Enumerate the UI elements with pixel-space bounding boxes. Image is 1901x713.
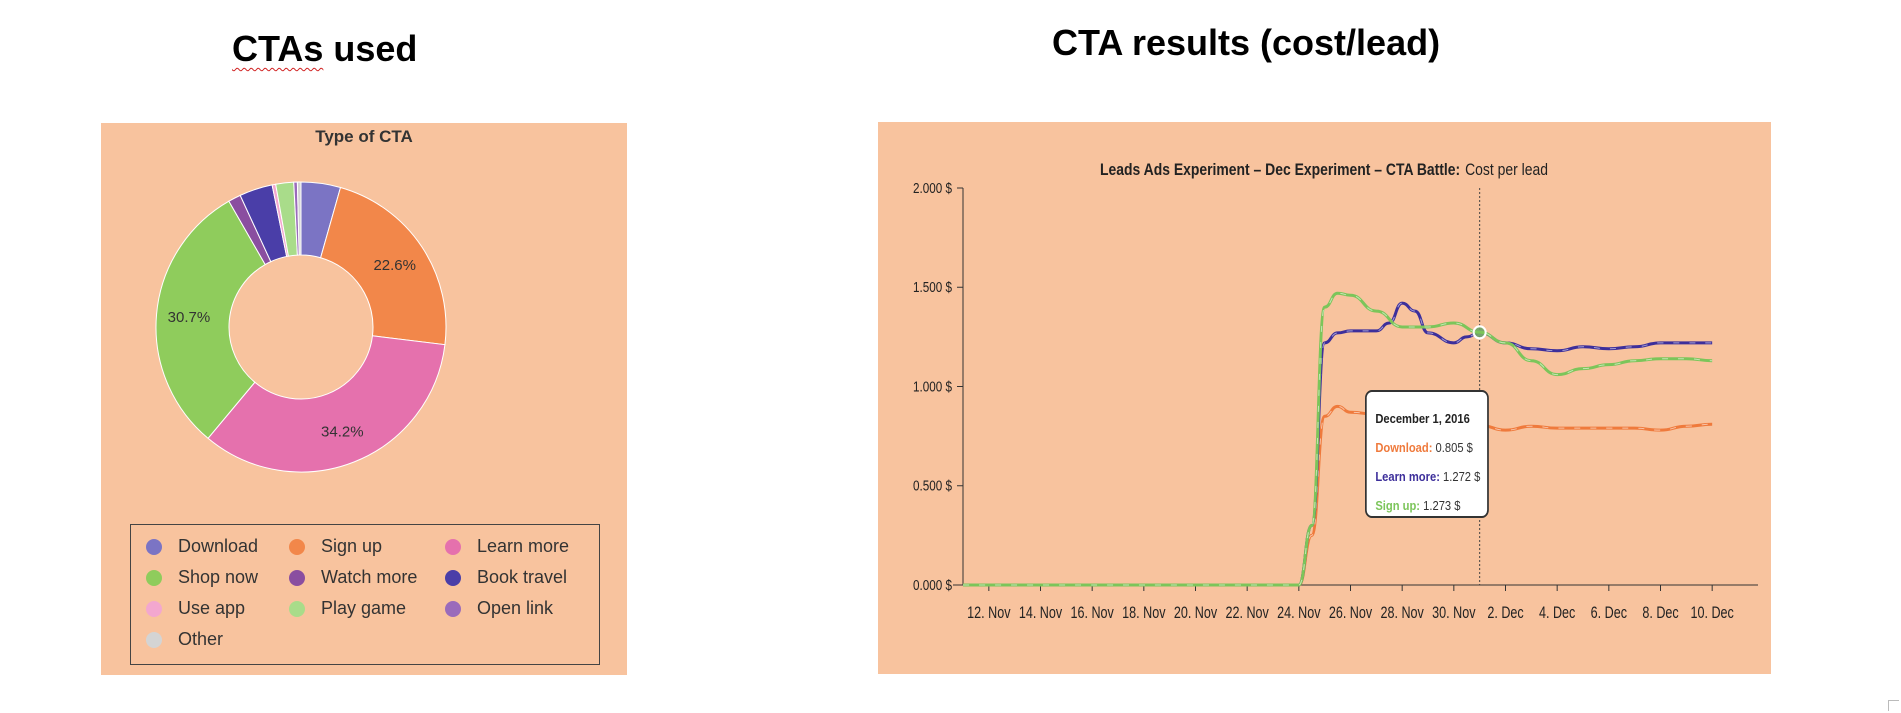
donut-title: Type of CTA: [315, 127, 413, 146]
line-chart-title: Leads Ads Experiment – Dec Experiment – …: [1100, 161, 1548, 180]
donut-labels: 22.6% 34.2% 30.7%: [168, 257, 416, 441]
series-line-sign-up[interactable]: [963, 291, 1713, 587]
x-tick-label: 18. Nov: [1122, 603, 1166, 622]
x-tick-label: 2. Dec: [1487, 603, 1524, 622]
series-line-learn-more[interactable]: [963, 301, 1713, 587]
x-tick-label: 14. Nov: [1019, 603, 1063, 622]
tooltip-row-download: Download: 0.805 $: [1375, 433, 1478, 462]
legend-label: Other: [178, 629, 224, 649]
tooltip-series-name: Download:: [1375, 440, 1433, 455]
legend-swatch: [445, 538, 461, 555]
y-tick-label: 0.000 $: [913, 577, 952, 594]
series-line-dash: [963, 292, 1713, 586]
tooltip-series-value: 1.272 $: [1439, 469, 1481, 484]
legend-item-other[interactable]: Other: [146, 629, 223, 650]
x-tick-label: 24. Nov: [1277, 603, 1321, 622]
tooltip-row-learn-more: Learn more: 1.272 $: [1375, 462, 1481, 491]
donut-slices: [155, 181, 447, 473]
donut-legend: Download Sign up Learn more Shop now Watch m…: [130, 524, 600, 665]
legend-swatch: [146, 600, 162, 617]
y-tick-label: 1.500 $: [913, 279, 952, 296]
legend-item-watch-more[interactable]: Watch more: [289, 567, 417, 588]
legend-swatch: [146, 631, 162, 648]
x-tick-label: 8. Dec: [1642, 603, 1679, 622]
cta-type-donut-panel: Type of CTA 22.6% 34.2% 30.7% Download Sign…: [101, 123, 627, 675]
legend-label: Learn more: [477, 536, 570, 556]
x-tick-label: 4. Dec: [1539, 603, 1576, 622]
tooltip-series-name: Sign up:: [1375, 498, 1421, 513]
legend-label: Watch more: [321, 567, 418, 587]
legend-label: Download: [178, 536, 259, 556]
legend-item-download[interactable]: Download: [146, 536, 258, 557]
legend-swatch: [289, 569, 305, 586]
x-tick-label: 28. Nov: [1381, 603, 1425, 622]
legend-item-learn-more[interactable]: Learn more: [445, 536, 569, 557]
y-tick-label: 1.000 $: [913, 378, 952, 395]
legend-label: Use app: [178, 598, 246, 618]
line-title-rest: Cost per lead: [1465, 161, 1548, 180]
line-title-bold: Leads Ads Experiment – Dec Experiment – …: [1100, 161, 1460, 180]
page-corner-mark: [1888, 700, 1899, 711]
y-tick-label: 0.500 $: [913, 477, 952, 494]
x-tick-label: 12. Nov: [967, 603, 1011, 622]
x-tick-label: 20. Nov: [1174, 603, 1218, 622]
legend-swatch: [445, 600, 461, 617]
tooltip-series-name: Learn more:: [1375, 469, 1440, 484]
ctas-used-heading: CTAs used: [232, 28, 417, 70]
x-tick-label: 10. Dec: [1691, 603, 1735, 622]
hover-tooltip: December 1, 2016 Download: 0.805 $ Learn …: [1365, 390, 1489, 518]
donut-slice-other: [296, 181, 302, 256]
cta-results-heading: CTA results (cost/lead): [1052, 22, 1441, 63]
legend-swatch: [146, 569, 162, 586]
series-line-dash: [963, 302, 1713, 586]
legend-item-play-game[interactable]: Play game: [289, 598, 406, 619]
donut-chart: Type of CTA 22.6% 34.2% 30.7%: [155, 127, 447, 473]
legend-item-open-link[interactable]: Open link: [445, 598, 553, 619]
ctas-used-heading-word: CTAs: [232, 28, 324, 69]
legend-item-book-travel[interactable]: Book travel: [445, 567, 567, 588]
series-line-download[interactable]: [963, 404, 1713, 587]
donut-slice-sign-up: [319, 186, 447, 346]
legend-label: Book travel: [477, 567, 568, 587]
legend-swatch: [289, 538, 305, 555]
y-tick-label: 2.000 $: [913, 180, 952, 197]
x-axis: 12. Nov 14. Nov 16. Nov 18. Nov 20. Nov 22. N…: [953, 584, 1758, 623]
legend-swatch: [289, 600, 305, 617]
legend-label: Sign up: [321, 536, 383, 556]
series-lines: [963, 291, 1713, 587]
x-tick-label: 30. Nov: [1432, 603, 1476, 622]
donut-label-learn-more: 34.2%: [321, 424, 364, 441]
x-tick-label: 26. Nov: [1329, 603, 1373, 622]
tooltip-rows: Download: 0.805 $ Learn more: 1.272 $ Sign…: [1375, 433, 1481, 520]
donut-label-sign-up: 22.6%: [373, 257, 416, 274]
x-tick-label: 22. Nov: [1226, 603, 1270, 622]
line-chart: Leads Ads Experiment – Dec Experiment – …: [913, 161, 1758, 623]
donut-label-shop-now: 30.7%: [168, 309, 211, 326]
y-axis: 0.000 $ 0.500 $ 1.000 $ 1.500 $ 2.000 $: [913, 180, 964, 594]
legend-label: Play game: [321, 598, 407, 618]
tooltip-date: December 1, 2016: [1375, 411, 1470, 426]
hover-marker-sign-up: [1472, 325, 1487, 340]
legend-item-sign-up[interactable]: Sign up: [289, 536, 382, 557]
legend-label: Shop now: [178, 567, 259, 587]
donut-slice-learn-more: [207, 335, 446, 473]
legend-swatch: [146, 538, 162, 555]
x-tick-label: 16. Nov: [1071, 603, 1115, 622]
x-tick-label: 6. Dec: [1591, 603, 1628, 622]
legend-item-shop-now[interactable]: Shop now: [146, 567, 258, 588]
legend-label: Open link: [477, 598, 554, 618]
legend-swatch: [445, 569, 461, 586]
series-line-dash: [963, 405, 1713, 586]
legend-item-use-app[interactable]: Use app: [146, 598, 245, 619]
tooltip-series-value: 0.805 $: [1432, 440, 1473, 455]
tooltip-series-value: 1.273 $: [1420, 498, 1461, 513]
cost-per-lead-panel: Leads Ads Experiment – Dec Experiment – …: [878, 122, 1771, 674]
tooltip-row-sign-up: Sign up: 1.273 $: [1375, 491, 1478, 520]
donut-slice-shop-now: [155, 200, 266, 439]
ctas-used-heading-rest: used: [333, 28, 418, 69]
